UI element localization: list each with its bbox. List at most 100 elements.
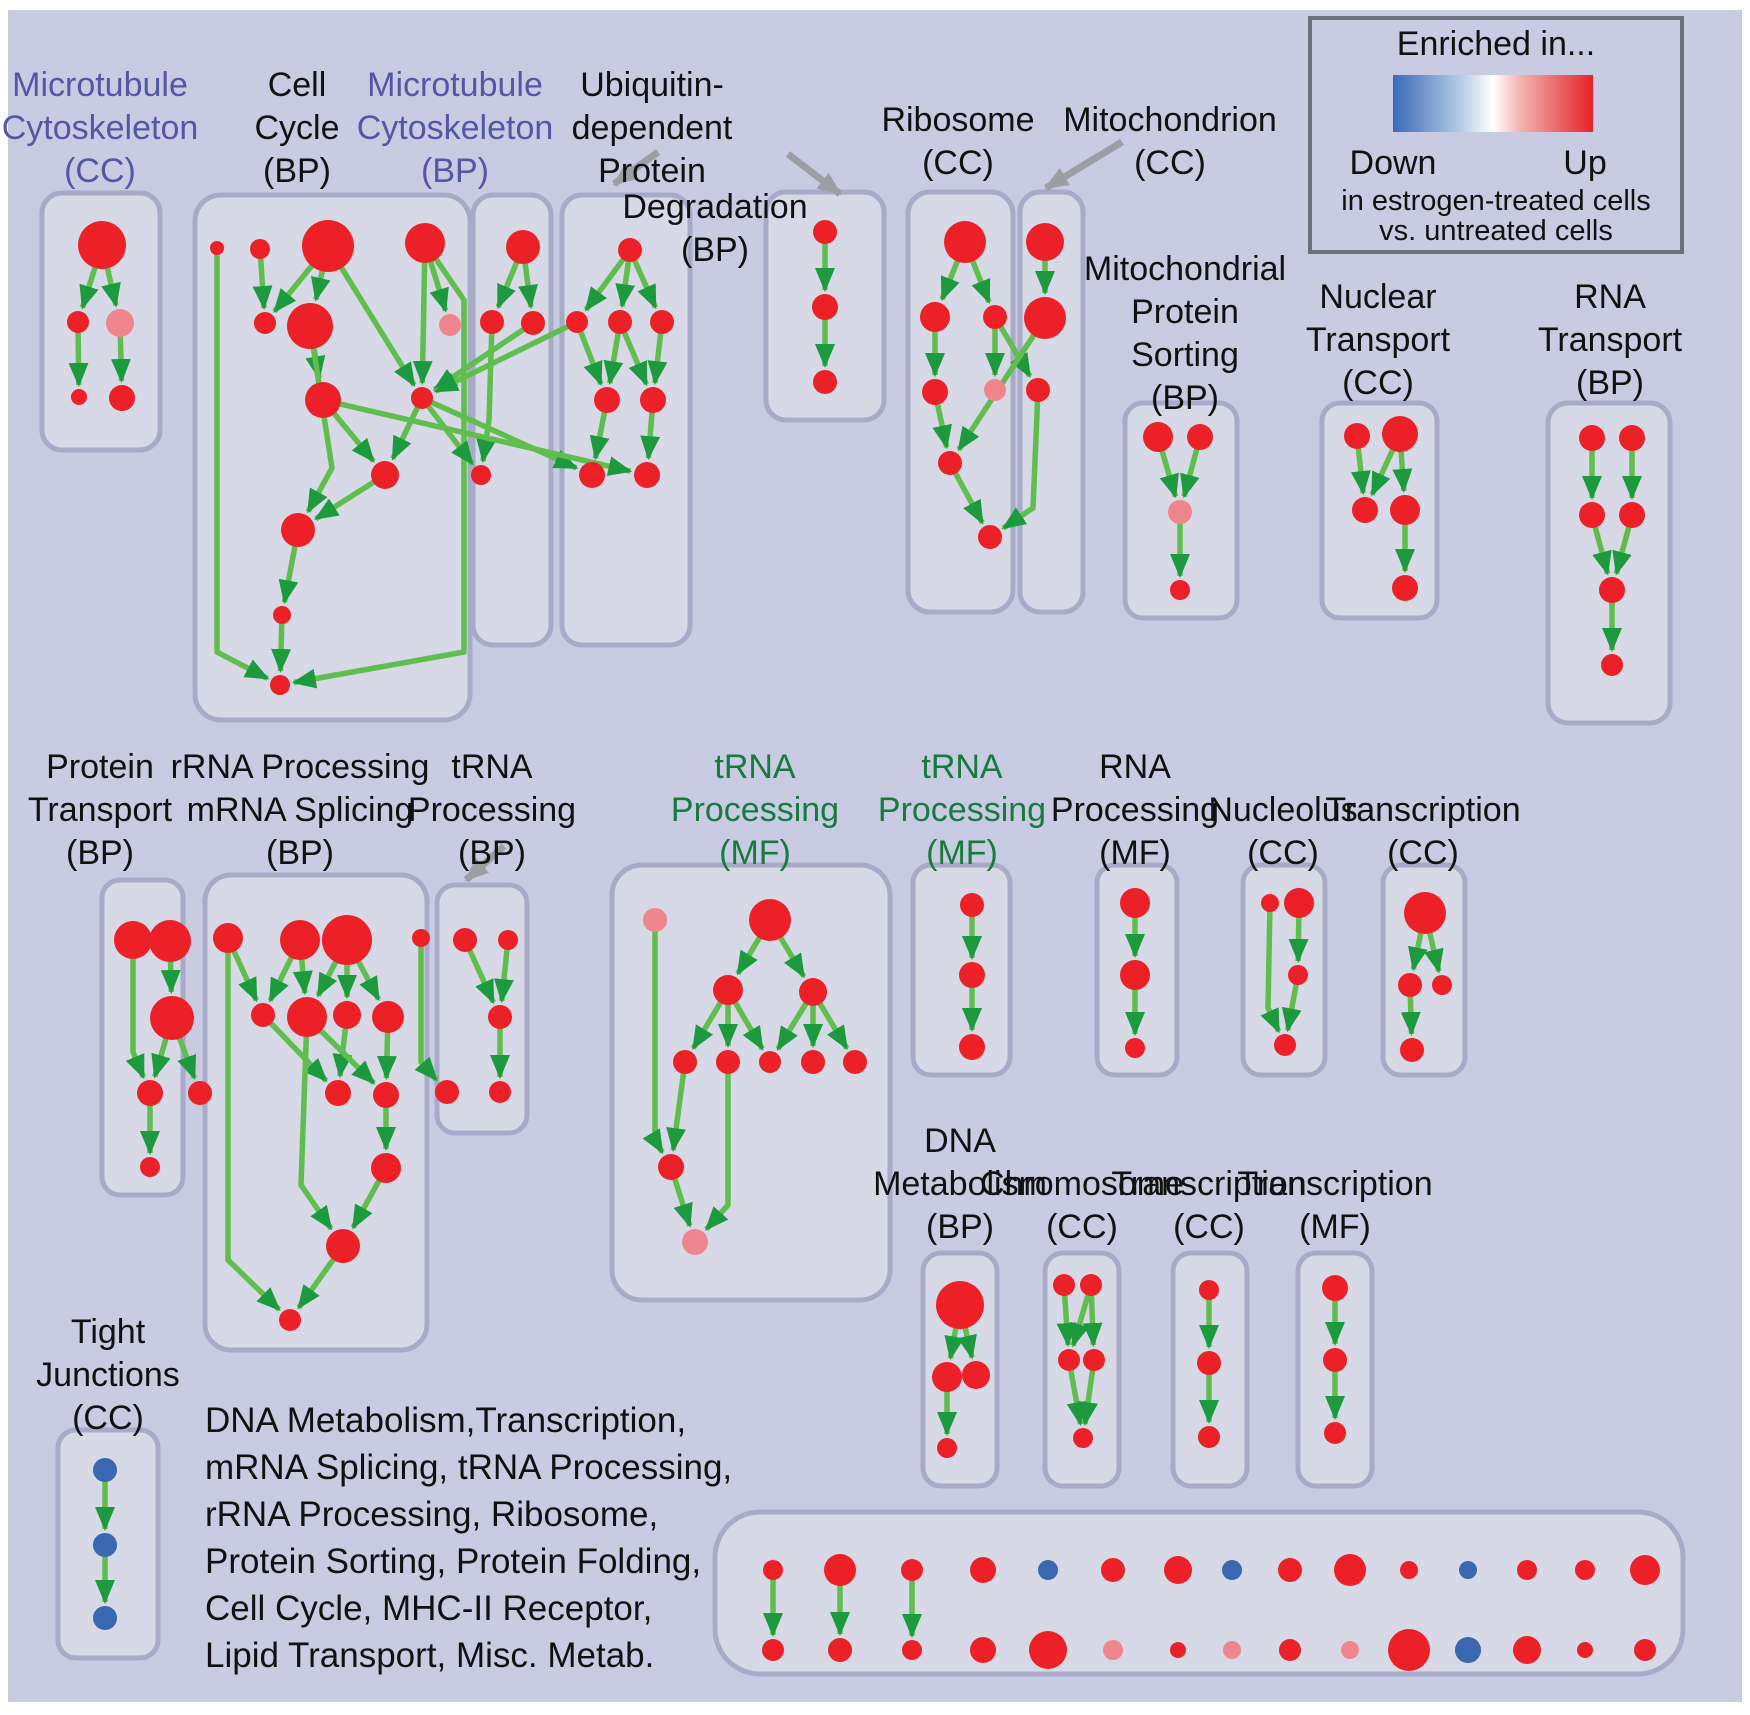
chromosome-node-1 (1080, 1274, 1102, 1296)
bottom-misc-node-23 (1279, 1639, 1301, 1661)
nt-node-0 (1344, 423, 1370, 449)
nucleolus-node-3 (1274, 1034, 1296, 1056)
ubq-node-0 (618, 238, 642, 262)
rt-node-3 (1619, 502, 1645, 528)
rrna-node-8 (188, 1081, 212, 1105)
trna-mf-node-8 (843, 1050, 867, 1074)
label-rna-transport: RNA Transport (BP) (1538, 278, 1683, 402)
mt-cc-node-4 (109, 385, 135, 411)
transcription-cc-node-3 (1400, 1038, 1424, 1062)
bottom-misc-node-7 (1222, 1560, 1242, 1580)
trna-mf-node-10 (682, 1229, 708, 1255)
edge-nucleolus (1260, 902, 1282, 1034)
nucleolus-node-1 (1284, 888, 1314, 918)
tight-junctions-node-1 (93, 1533, 117, 1557)
chromosome-node-0 (1053, 1274, 1075, 1296)
tight-junctions-node-2 (93, 1606, 117, 1630)
chromosome-node-3 (1083, 1349, 1105, 1371)
label-microtubule-cc: Microtubule Cytoskeleton (CC) (2, 66, 199, 190)
cell-cycle-node-12 (270, 675, 290, 695)
cell-cycle-node-0 (210, 241, 224, 255)
nt-node-2 (1352, 497, 1378, 523)
edge-cell-cycle (390, 396, 425, 461)
pointer-arrow-1 (785, 151, 843, 197)
trna-mf-node-6 (759, 1051, 781, 1073)
edge-rrna (225, 938, 282, 1312)
edge-trna-mf (666, 1061, 688, 1153)
cross-edge-ubq-cell-cycle (433, 319, 579, 394)
bottom-misc-node-4 (1038, 1560, 1058, 1580)
dna-met-node-3 (937, 1438, 957, 1458)
bottom-misc-node-19 (1029, 1631, 1067, 1669)
rrna-node-10 (373, 1082, 399, 1108)
mt-bp-node-2 (521, 311, 545, 335)
label-ribosome: Ribosome (CC) (881, 101, 1034, 182)
legend-text: Up (1563, 144, 1606, 182)
ribosome-node-0 (944, 221, 986, 263)
ribosome-node-4 (984, 379, 1006, 401)
cell-cycle-node-8 (439, 314, 461, 336)
bottom-misc-node-12 (1517, 1560, 1537, 1580)
trna-mf-node-2 (713, 975, 743, 1005)
label-trna-processing-mf: tRNA Processing (MF) (671, 748, 839, 872)
transcription-cc2-node-0 (1199, 1280, 1219, 1300)
rrna-node-7 (372, 1001, 404, 1033)
rt-node-5 (1601, 654, 1623, 676)
trna-mf-node-5 (716, 1050, 740, 1074)
rrna-node-12 (326, 1229, 360, 1263)
dna-met-node-0 (936, 1281, 984, 1329)
label-nuclear-transport: Nuclear Transport (CC) (1306, 278, 1451, 402)
label-transcription-mf: Transcription (MF) (1237, 1165, 1432, 1246)
trna-mf2-node-1 (959, 962, 985, 988)
rrna-node-3 (412, 929, 430, 947)
label-protein-transport: Protein Transport (BP) (28, 748, 173, 872)
pt-node-4 (140, 1157, 160, 1177)
label-tight-junctions: Tight Junctions (CC) (36, 1313, 180, 1437)
pt-node-1 (149, 920, 191, 962)
edge-pt (125, 940, 147, 1080)
label-nucleolus: Nucleolus (CC) (1208, 791, 1357, 872)
pt-node-3 (137, 1080, 163, 1106)
ubq2-node-2 (813, 370, 837, 394)
bottom-misc-node-27 (1513, 1636, 1541, 1664)
ubq-node-3 (650, 310, 674, 334)
trna-mf-node-7 (801, 1050, 825, 1074)
legend-text: Down (1350, 144, 1437, 182)
bottom-misc-node-2 (901, 1559, 923, 1581)
mt-cc-node-2 (106, 309, 134, 337)
bottom-misc-node-10 (1400, 1561, 1418, 1579)
ubq-node-6 (579, 462, 605, 488)
bottom-misc-node-5 (1101, 1558, 1125, 1582)
chromosome-node-4 (1073, 1428, 1093, 1448)
bottom-misc-node-21 (1170, 1642, 1186, 1658)
ubq-node-4 (594, 387, 620, 413)
cross-edge-cell-cycle-ubq (420, 395, 579, 471)
transcription-mf-node-2 (1324, 1422, 1346, 1444)
bottom-misc-node-13 (1575, 1560, 1595, 1580)
bottom-misc-node-15 (762, 1639, 784, 1661)
edge-cell-cycle (214, 248, 270, 681)
trna-mf-node-1 (749, 899, 791, 941)
nt-node-4 (1392, 575, 1418, 601)
edge-ubq (574, 321, 604, 386)
trna-bp-node-1 (498, 930, 518, 950)
rrna-node-0 (213, 923, 243, 953)
cross-edge-mito-ribosome (1001, 389, 1041, 531)
label-mitochondrion: Mitochondrion (CC) (1063, 101, 1277, 182)
bottom-misc-node-6 (1164, 1556, 1192, 1584)
bottom-misc-node-28 (1577, 1642, 1593, 1658)
group-box-mt-bp (470, 192, 554, 648)
edge-trna-mf (642, 920, 665, 1155)
edge-ubq (583, 248, 633, 312)
mps-node-3 (1170, 580, 1190, 600)
ubq-node-2 (608, 310, 632, 334)
edge-cell-cycle (291, 241, 467, 689)
pt-node-0 (114, 921, 152, 959)
cell-cycle-node-11 (273, 606, 291, 624)
mt-cc-node-0 (78, 221, 126, 269)
ubq2-node-1 (812, 294, 838, 320)
label-transcription-cc2: Transcription (CC) (1111, 1165, 1306, 1246)
trna-bp-node-4 (489, 1081, 511, 1103)
rrna-node-4 (251, 1003, 275, 1027)
